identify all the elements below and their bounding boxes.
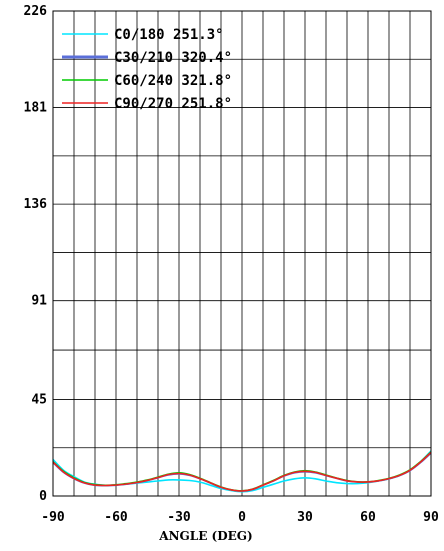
y-tick-label: 45 <box>31 392 47 407</box>
series-lines <box>52 450 432 493</box>
x-tick-label: 90 <box>423 510 439 525</box>
plot-frame <box>52 10 432 497</box>
y-tick-label: 136 <box>24 197 48 212</box>
x-tick-label: -90 <box>41 510 65 525</box>
x-tick-label: 60 <box>360 510 376 525</box>
legend-label: C0/180 251.3° <box>114 27 224 43</box>
x-tick-label: 0 <box>238 510 246 525</box>
y-axis-ticks: 0 45 91 136 181 226 <box>24 4 48 504</box>
x-tick-label: -60 <box>104 510 128 525</box>
x-axis-ticks: -90 -60 -30 0 30 60 90 <box>41 510 439 525</box>
legend-label: C90/270 251.8° <box>114 96 232 112</box>
y-tick-label: 226 <box>24 4 48 19</box>
legend: C0/180 251.3° C30/210 320.4° C60/240 321.8… <box>62 27 232 112</box>
x-tick-label: -30 <box>167 510 191 525</box>
y-tick-label: 91 <box>31 294 47 309</box>
series-line <box>52 451 432 492</box>
legend-label: C30/210 320.4° <box>114 50 232 66</box>
grid <box>53 11 431 496</box>
y-tick-label: 0 <box>39 489 47 504</box>
x-tick-label: 30 <box>297 510 313 525</box>
legend-label: C60/240 321.8° <box>114 73 232 89</box>
y-tick-label: 181 <box>24 101 48 116</box>
x-axis-title: ANGLE (DEG) <box>158 529 252 543</box>
